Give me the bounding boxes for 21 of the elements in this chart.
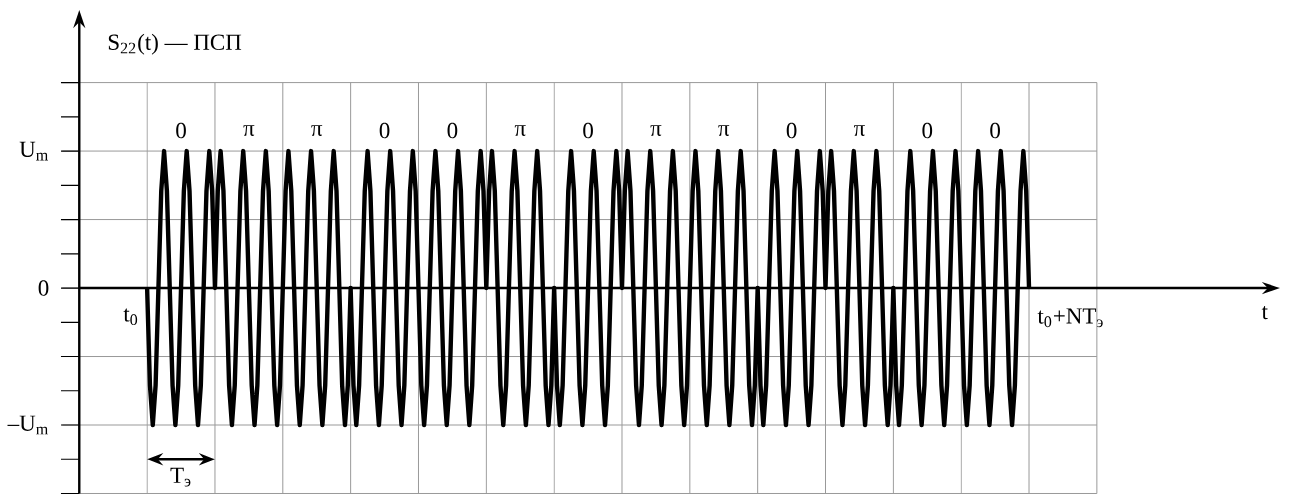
text: –U$_{m}$ xyxy=(7,415,48,435)
text: t xyxy=(1261,306,1268,320)
text: 0 xyxy=(922,122,933,139)
text: π xyxy=(514,125,526,137)
text: 0 xyxy=(786,122,797,139)
text: 0 xyxy=(379,122,390,139)
text: T$_{э}$ xyxy=(170,467,191,487)
text: 0 xyxy=(990,122,1000,139)
text: 0 xyxy=(447,122,458,139)
text: U$_{m}$ xyxy=(19,141,48,161)
text: 0 xyxy=(583,122,593,139)
text: 0 xyxy=(176,122,186,139)
y-axis-title: S$_{22}$(t) — ПСП xyxy=(108,33,242,55)
text: t$_{0}$+NT$_{э}$ xyxy=(1037,308,1103,328)
text: π xyxy=(853,125,865,137)
text: π xyxy=(311,125,323,137)
text: 0 xyxy=(38,280,49,296)
text: t$_{0}$ xyxy=(123,308,138,326)
text: π xyxy=(718,125,730,137)
text: π xyxy=(650,125,662,137)
text: π xyxy=(243,125,255,137)
